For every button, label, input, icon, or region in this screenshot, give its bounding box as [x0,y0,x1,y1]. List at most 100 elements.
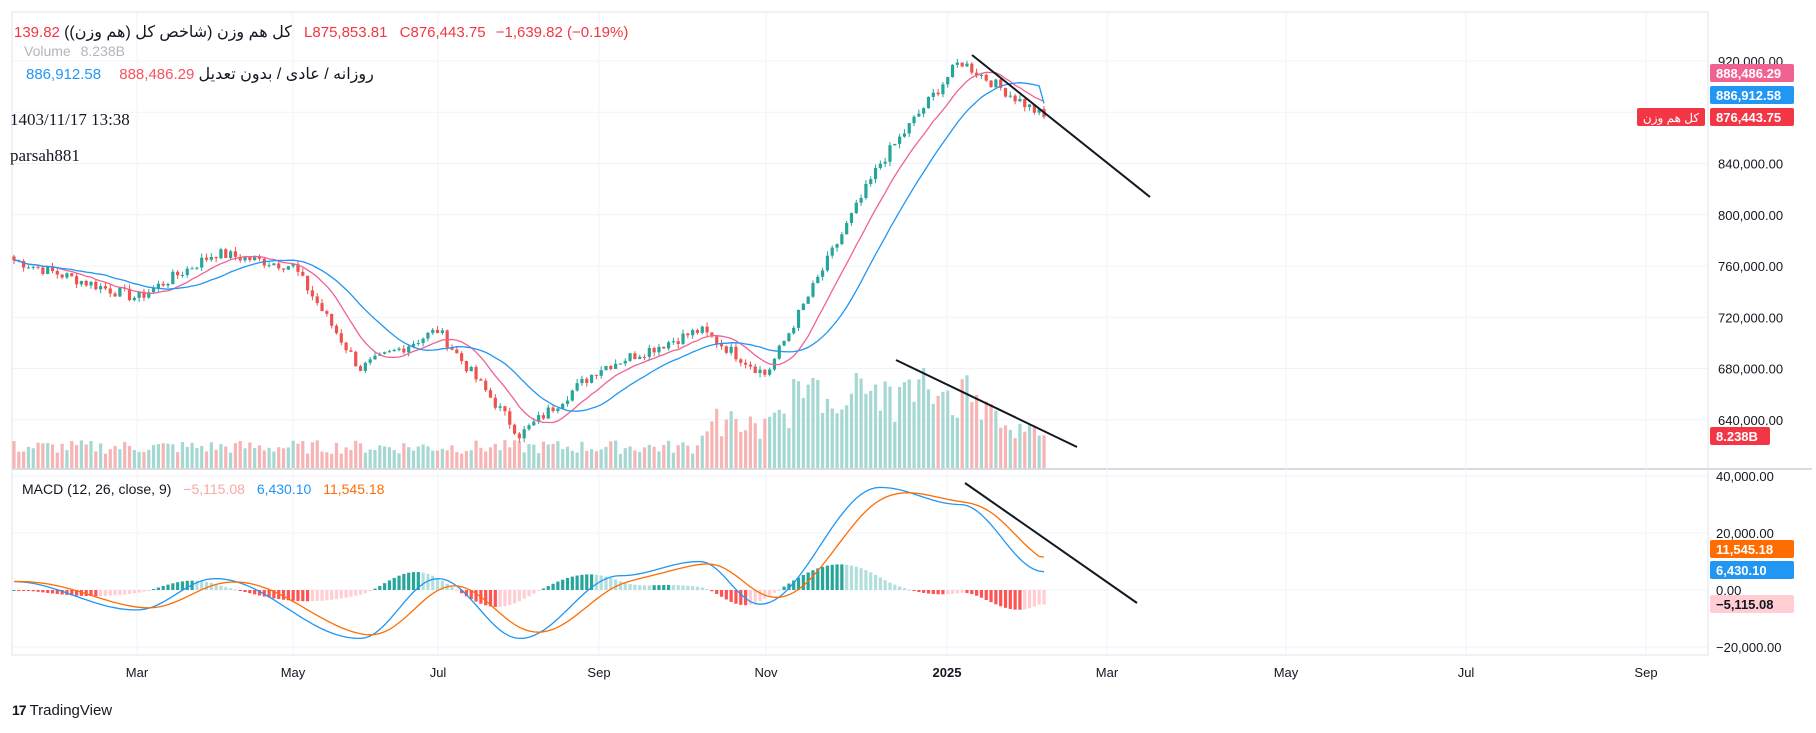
candle-body [257,256,262,259]
volume-bar [320,451,324,468]
volume-bar [700,435,704,468]
macd-histogram-bar [277,590,281,600]
candle-body [190,268,194,270]
volume-bar [334,442,339,468]
macd-histogram-bar [787,583,791,590]
candle-body [532,421,536,426]
candle-body [349,350,353,352]
time-tick-label: Jul [430,665,447,680]
macd-histogram-bar [253,590,257,595]
candle-body [431,329,435,333]
candle-body [484,380,488,391]
macd-histogram-bar [204,581,209,590]
volume-bar [695,445,700,468]
volume-bar [1023,431,1027,468]
candle-body [979,74,984,76]
volume-bar [657,451,661,468]
volume-bar [455,452,459,468]
tradingview-logo[interactable]: 17 TradingView [12,702,112,719]
volume-bar [941,391,945,468]
volume-bar [248,442,252,468]
volume-bar [41,443,45,468]
volume-bar [984,401,988,468]
candle-body [537,415,541,422]
volume-bar [835,413,839,468]
macd-histogram-bar [185,580,189,590]
macd-histogram-bar [493,590,497,607]
volume-bar [782,413,786,468]
macd-histogram-bar [127,590,132,594]
macd-histogram-bar [243,590,247,593]
volume-bar [435,450,440,468]
volume-bar [537,453,541,468]
macd-histogram-bar [200,581,204,590]
candle-body [402,348,406,353]
candle-body [209,257,213,260]
volume-bar [999,427,1003,468]
candle-body [435,329,440,333]
candle-body [243,256,247,261]
candle-body [421,338,425,344]
symbol-title[interactable]: کل هم وزن (شاخص کل (هم وزن)) [64,24,292,41]
candle-body [151,287,156,293]
volume-bar [378,445,382,468]
macd-histogram-bar [734,590,738,604]
macd-histogram-bar [864,570,868,590]
volume-bar [676,445,680,468]
volume-bar [402,443,406,468]
volume-bar [811,378,815,468]
macd-histogram-bar [74,590,79,596]
macd-histogram-bar [941,590,945,595]
macd-histogram-bar [195,580,199,590]
candle-body [277,263,281,269]
macd-histogram-bar [41,590,45,593]
candle-body [1013,95,1017,102]
candle-body [816,276,820,284]
candle-body [118,287,122,297]
macd-label[interactable]: MACD (12, 26, close, 9) [22,481,172,497]
macd-histogram-bar [296,590,300,602]
volume-bar [691,453,695,468]
candle-body [618,363,623,365]
macd-histogram-bar [705,589,709,591]
candle-body [546,407,550,419]
volume-bar [1027,424,1032,468]
macd-histogram-bar [883,580,887,590]
macd-histogram-bar [676,585,680,590]
volume-bar [955,417,959,468]
macd-histogram-bar [825,565,830,590]
candle-body [845,222,849,235]
macd-histogram-bar [392,577,396,590]
volume-bar [474,440,478,468]
candle-body [334,325,339,334]
volume-bar [89,440,93,468]
candle-body [994,79,998,88]
price-trendline [971,54,1151,198]
price-tick-label: 720,000.00 [1718,310,1783,325]
chart-subtitle: روزانه / عادی / بدون تعدیل [198,66,374,83]
badge-ma-pink: 888,486.29 [1716,66,1781,81]
candle-body [883,161,887,164]
macd-histogram-bar [662,585,666,590]
candle-body [748,364,753,367]
volume-bar [527,444,531,468]
volume-bar [638,451,642,468]
macd-histogram-bar [272,590,276,599]
macd-pane [12,486,1046,640]
volume-bar [585,450,589,468]
volume-bar [556,441,560,468]
volume-bar [185,446,189,468]
macd-histogram-bar [132,590,136,594]
badge-macd-line: 6,430.10 [1716,563,1767,578]
macd-histogram-bar [224,586,228,590]
volume-bar [873,384,878,468]
candle-body [286,266,290,270]
candle-body [691,330,695,336]
macd-histogram-bar [917,590,921,593]
macd-histogram-bar [1037,590,1041,605]
volume-bar [190,442,194,468]
macd-histogram-bar [537,590,541,592]
candle-body [219,249,223,259]
candle-body [792,327,796,334]
